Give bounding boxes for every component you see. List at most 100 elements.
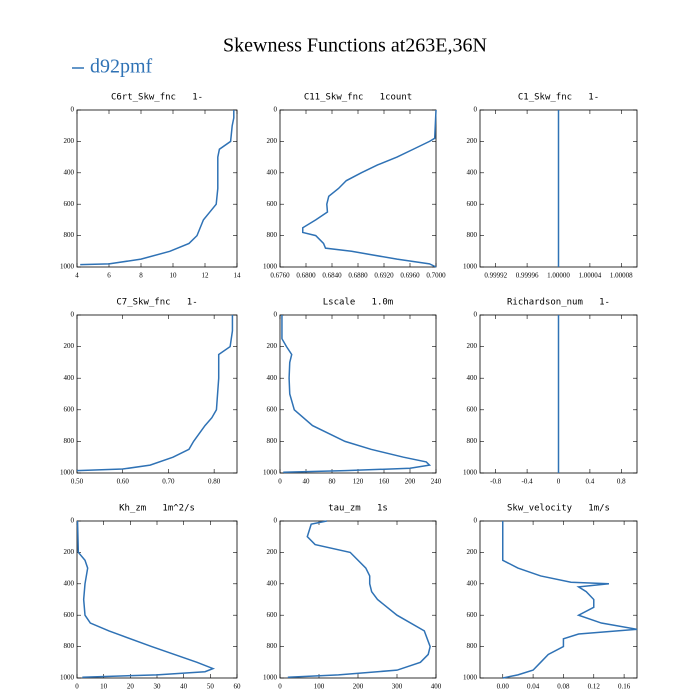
y-tick-label: 200: [467, 548, 478, 556]
x-tick-label: 14: [234, 272, 242, 280]
x-tick-label: 0.7000: [426, 272, 446, 280]
x-tick-label: -0.8: [490, 478, 502, 486]
x-tick-label: 240: [431, 478, 442, 486]
y-tick-label: 0: [474, 311, 478, 319]
y-tick-label: 600: [467, 200, 478, 208]
plot-frame: [76, 520, 238, 679]
x-tick-label: 20: [127, 683, 135, 691]
y-tick-label: 200: [267, 548, 278, 556]
y-tick-label: 800: [467, 437, 478, 445]
profile-line: [302, 109, 437, 268]
panel-title: C11_Skw_fnc 1count: [304, 93, 412, 103]
y-tick-label: 800: [64, 231, 75, 239]
y-tick-label: 0: [274, 311, 278, 319]
y-tick-label: 400: [267, 579, 278, 587]
y-tick-label: 1000: [60, 263, 75, 271]
x-tick-label: 60: [234, 683, 242, 691]
y-tick-label: 800: [467, 231, 478, 239]
y-tick-label: 200: [64, 342, 75, 350]
x-tick-label: 0.6800: [296, 272, 316, 280]
x-tick-label: 30: [154, 683, 162, 691]
y-tick-label: 1000: [263, 674, 278, 682]
plot-frame: [279, 314, 437, 474]
x-tick-label: 1.00004: [579, 272, 602, 280]
x-tick-label: 0.00: [497, 683, 510, 691]
plot-frame: [76, 109, 238, 268]
panel-title: Skw_velocity 1m/s: [507, 504, 610, 514]
x-tick-label: 12: [202, 272, 210, 280]
y-tick-label: 800: [64, 642, 75, 650]
x-tick-label: 50: [207, 683, 215, 691]
x-tick-label: 0.6920: [374, 272, 394, 280]
y-tick-label: 0: [71, 311, 75, 319]
figure-title: Skewness Functions at263E,36N: [223, 35, 487, 57]
y-tick-label: 400: [267, 374, 278, 382]
x-tick-label: 0.4: [586, 478, 595, 486]
x-tick-label: 0.99996: [516, 272, 539, 280]
x-tick-label: 1.00000: [547, 272, 570, 280]
x-tick-label: 200: [405, 478, 416, 486]
x-tick-label: 0.70: [162, 478, 175, 486]
x-tick-label: 10: [100, 683, 108, 691]
y-tick-label: 600: [267, 405, 278, 413]
x-tick-label: 0.6840: [322, 272, 342, 280]
x-tick-label: 4: [75, 272, 79, 280]
y-tick-label: 200: [467, 137, 478, 145]
x-tick-label: 0.16: [618, 683, 631, 691]
y-tick-label: 600: [467, 611, 478, 619]
panel-title: C7_Skw_fnc 1-: [116, 298, 197, 308]
x-tick-label: 0.80: [208, 478, 221, 486]
plot-frame: [479, 520, 638, 679]
y-tick-label: 1000: [60, 469, 75, 477]
profile-line: [76, 520, 216, 678]
y-tick-label: 200: [64, 548, 75, 556]
x-tick-label: 40: [303, 478, 311, 486]
panel-title: Lscale 1.0m: [323, 298, 393, 308]
x-tick-label: 0.99992: [484, 272, 507, 280]
y-tick-label: 0: [71, 106, 75, 114]
y-tick-label: 600: [467, 405, 478, 413]
x-tick-label: 0.50: [71, 478, 84, 486]
y-tick-label: 600: [64, 200, 75, 208]
y-tick-label: 1000: [463, 469, 478, 477]
y-tick-label: 0: [274, 106, 278, 114]
y-tick-label: 800: [467, 642, 478, 650]
y-tick-label: 200: [467, 342, 478, 350]
profile-line: [287, 520, 431, 678]
x-tick-label: -0.4: [522, 478, 534, 486]
x-tick-label: 0.8: [617, 478, 626, 486]
x-tick-label: 400: [431, 683, 442, 691]
x-tick-label: 0: [75, 683, 79, 691]
y-tick-label: 800: [64, 437, 75, 445]
y-tick-label: 1000: [60, 674, 75, 682]
y-tick-label: 400: [64, 579, 75, 587]
profile-line: [80, 110, 235, 266]
y-tick-label: 400: [64, 168, 75, 176]
x-tick-label: 300: [392, 683, 403, 691]
y-tick-label: 200: [64, 137, 75, 145]
x-tick-label: 0.60: [117, 478, 130, 486]
x-tick-label: 0.6960: [400, 272, 420, 280]
x-tick-label: 0.6880: [348, 272, 368, 280]
y-tick-label: 400: [267, 168, 278, 176]
x-tick-label: 0: [557, 478, 561, 486]
y-tick-label: 800: [267, 231, 278, 239]
y-tick-label: 600: [267, 200, 278, 208]
profile-line: [76, 315, 234, 472]
x-tick-label: 1.00008: [610, 272, 633, 280]
y-tick-label: 400: [467, 579, 478, 587]
y-tick-label: 800: [267, 642, 278, 650]
y-tick-label: 200: [267, 137, 278, 145]
panel-title: C6rt_Skw_fnc 1-: [111, 93, 203, 103]
x-tick-label: 100: [314, 683, 325, 691]
y-tick-label: 0: [474, 517, 478, 525]
panel-title: Kh_zm 1m^2/s: [119, 504, 195, 514]
y-tick-label: 200: [267, 342, 278, 350]
x-tick-label: 10: [170, 272, 178, 280]
plot-frame: [279, 520, 437, 679]
x-tick-label: 120: [353, 478, 364, 486]
y-tick-label: 600: [64, 611, 75, 619]
y-tick-label: 1000: [463, 263, 478, 271]
x-tick-label: 0.04: [527, 683, 540, 691]
